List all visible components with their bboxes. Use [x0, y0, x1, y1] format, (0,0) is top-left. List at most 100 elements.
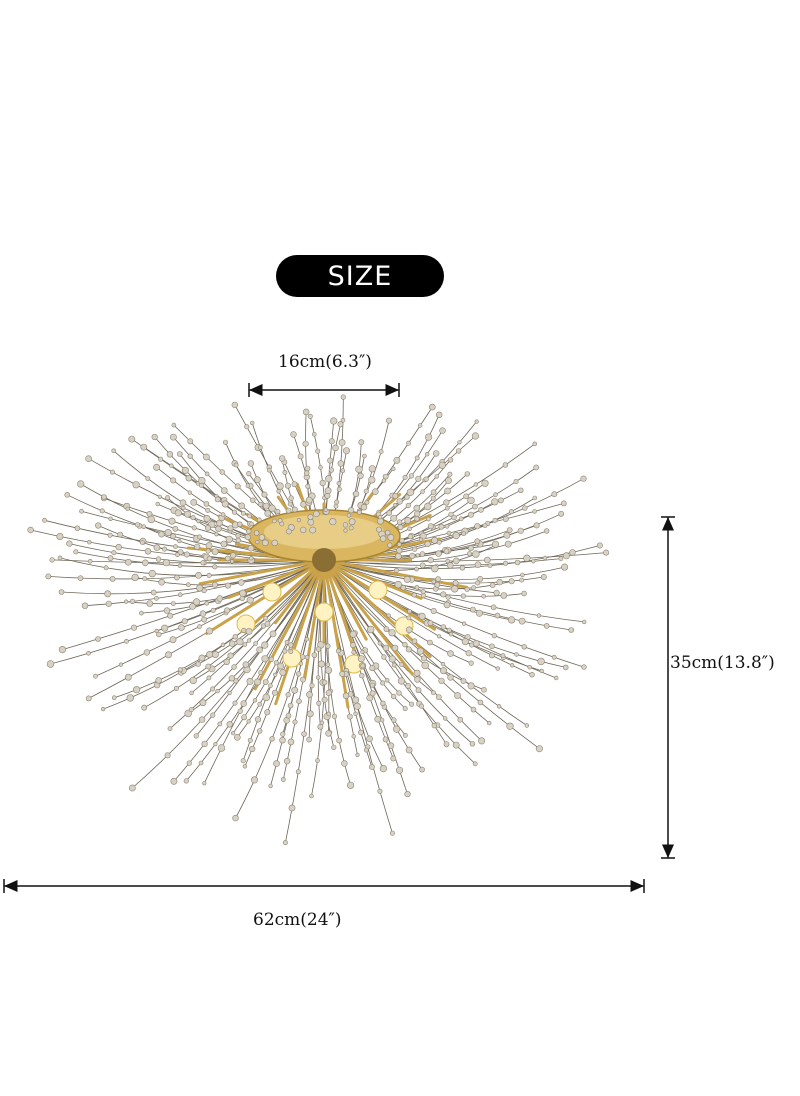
crystal-bead: [472, 503, 478, 510]
crystal-bead: [216, 595, 224, 602]
crystal-bead: [328, 438, 335, 445]
crystal-bead: [452, 557, 460, 565]
crystal-bead: [58, 645, 67, 654]
crystal-bead: [231, 664, 237, 670]
crystal-bead: [404, 494, 410, 500]
crystal-bead: [232, 634, 239, 640]
crystal-bead: [380, 680, 386, 686]
crystal-bead: [73, 549, 79, 555]
crystal-bead: [258, 501, 263, 507]
crystal-bead: [414, 510, 421, 517]
crystal-bead: [332, 444, 339, 452]
crystal-bead: [167, 612, 174, 619]
crystal-bead: [253, 641, 258, 646]
crystal-bead: [266, 467, 272, 473]
crystal-bead: [491, 632, 497, 639]
crystal-bead: [302, 440, 309, 447]
crystal-bead: [415, 687, 422, 694]
crystal-bead: [230, 559, 235, 564]
overall-width-label: 62cm(24″): [253, 910, 342, 930]
crystal-bead: [531, 559, 536, 564]
crystal-bead: [205, 524, 212, 531]
crystal-bead: [150, 589, 157, 596]
crystal-bead: [362, 453, 367, 459]
crystal-bead: [468, 660, 474, 666]
crystal-bead: [158, 531, 165, 538]
crystal-bead: [285, 692, 291, 698]
crystal-bead: [420, 655, 427, 662]
crystal-bead: [307, 413, 313, 419]
crystal-bead: [389, 830, 395, 836]
crystal-bead: [488, 652, 495, 659]
crystal-bead: [399, 662, 404, 667]
crystal-bead: [126, 694, 135, 702]
crystal-bead: [46, 660, 55, 668]
crystal-bead: [325, 643, 331, 649]
crystal-bead: [118, 662, 124, 667]
crystal-bead: [276, 489, 281, 494]
crystal-bead: [338, 439, 346, 446]
crystal-bead: [394, 552, 402, 560]
crystal-bead: [322, 679, 328, 686]
crystal-bead: [337, 460, 344, 467]
crystal-bead: [367, 625, 375, 634]
crystal-bead: [128, 784, 136, 792]
crystal-bead: [197, 624, 202, 629]
crystal-bead: [467, 682, 475, 690]
crystal-bead: [474, 419, 479, 424]
crystal-bead: [414, 566, 419, 572]
gold-rod: [253, 558, 326, 691]
crystal-bead: [402, 641, 408, 648]
crystal-bead: [261, 539, 269, 547]
crystal-bead: [502, 515, 509, 522]
crystal-bead: [100, 706, 106, 712]
crystal-bead: [424, 540, 431, 548]
crystal-bead: [268, 683, 273, 689]
crystal-bead: [170, 533, 176, 540]
crystal-bead: [187, 453, 193, 459]
crystal-bead: [395, 766, 404, 774]
gold-rod: [322, 558, 356, 651]
crystal-bead: [351, 649, 357, 655]
crystal-bead: [306, 710, 314, 718]
crystal-bead: [369, 665, 376, 672]
crystal-bead: [318, 465, 323, 470]
crystal-bead: [521, 590, 527, 597]
crystal-bead: [87, 558, 93, 564]
crystal-bead: [204, 471, 210, 477]
crystal-bead: [187, 490, 192, 495]
crystal-bead: [250, 420, 255, 426]
crystal-bead: [141, 524, 146, 530]
size-badge-label: SIZE: [327, 260, 393, 292]
crystal-bead: [427, 556, 434, 564]
crystal-bead: [562, 552, 570, 560]
crystal-bead: [184, 510, 191, 518]
crystal-bead: [205, 663, 212, 670]
crystal-bead: [471, 585, 476, 591]
crystal-bead: [497, 497, 504, 504]
crystal-bead: [249, 521, 254, 527]
crystal-bead: [269, 630, 277, 638]
top-width-label: 16cm(6.3″): [278, 352, 372, 372]
crystal-bead: [382, 736, 389, 743]
crystal-bead: [366, 735, 373, 743]
crystal-bead: [285, 507, 292, 514]
crystal-bead: [181, 466, 189, 474]
crystal-bead: [309, 793, 314, 799]
crystal-bead: [377, 641, 382, 646]
crystal-bead: [128, 435, 136, 443]
crystal-bead: [464, 471, 470, 477]
crystal-bead: [115, 543, 122, 551]
crystal-bead: [124, 673, 132, 681]
crystal-bead: [210, 712, 216, 718]
crystal-bead: [224, 555, 231, 562]
gold-rod: [274, 558, 326, 706]
crystal-bead: [446, 562, 454, 569]
crystal-bead: [178, 624, 185, 631]
crystal-bead: [282, 840, 288, 846]
crystal-bead: [496, 704, 502, 709]
crystal-bead: [536, 613, 542, 618]
crystal-bead: [81, 602, 89, 609]
crystal-bead: [288, 804, 296, 812]
crystal-bead: [413, 669, 421, 677]
